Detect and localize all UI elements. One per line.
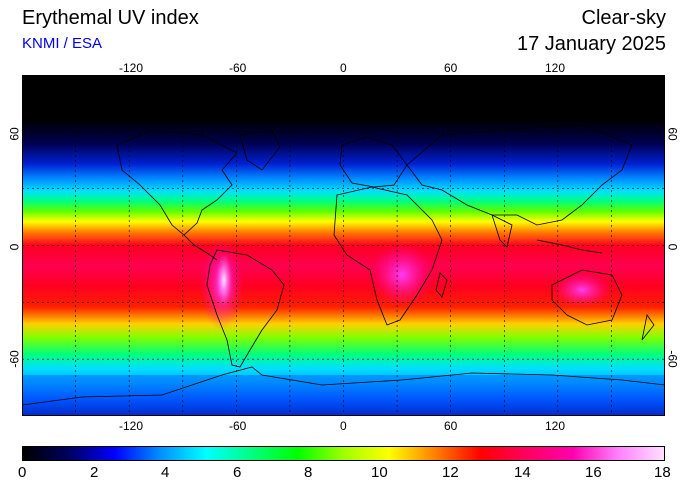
map-title: Erythemal UV index	[22, 7, 199, 29]
uv-index-map	[22, 75, 665, 416]
lat-tick-right: 0	[665, 243, 680, 251]
lon-tick-top: 60	[444, 61, 458, 75]
lon-tick-bottom: -60	[229, 419, 247, 433]
colorbar-label: 12	[442, 464, 459, 481]
colorbar-label: 6	[233, 464, 242, 481]
source-label: KNMI / ESA	[22, 35, 103, 52]
graticule	[22, 75, 665, 416]
lon-tick-bottom: 0	[340, 419, 347, 433]
colorbar-label: 8	[304, 464, 313, 481]
australia-hotspot	[552, 272, 612, 308]
africa-hotspot	[370, 243, 434, 307]
lat-tick-left: 0	[7, 243, 22, 251]
lat-tick-left: 60	[7, 127, 22, 141]
lon-tick-bottom: 60	[444, 419, 458, 433]
colorbar-label: 0	[18, 464, 27, 481]
lat-tick-left: -60	[7, 350, 22, 368]
colorbar-label: 10	[371, 464, 388, 481]
date-label: 17 January 2025	[516, 33, 666, 55]
colorbar-label: 4	[161, 464, 170, 481]
coastlines	[22, 124, 665, 406]
colorbar-label: 2	[90, 464, 99, 481]
lon-tick-top: 120	[545, 61, 566, 75]
lon-tick-bottom: 120	[545, 419, 566, 433]
lat-tick-right: 60	[665, 127, 680, 141]
lat-tick-right: -60	[665, 350, 680, 368]
mode-label: Clear-sky	[581, 7, 666, 29]
map-frame	[22, 75, 665, 416]
andes-peak	[216, 254, 232, 306]
colorbar-label: 18	[654, 464, 671, 481]
lon-tick-top: -120	[119, 61, 144, 75]
colorbar-label: 14	[514, 464, 531, 481]
lon-tick-top: 0	[340, 61, 347, 75]
lon-tick-top: -60	[229, 61, 247, 75]
colorbar-label: 16	[585, 464, 602, 481]
lon-tick-bottom: -120	[119, 419, 144, 433]
uv-colorbar	[22, 446, 665, 461]
